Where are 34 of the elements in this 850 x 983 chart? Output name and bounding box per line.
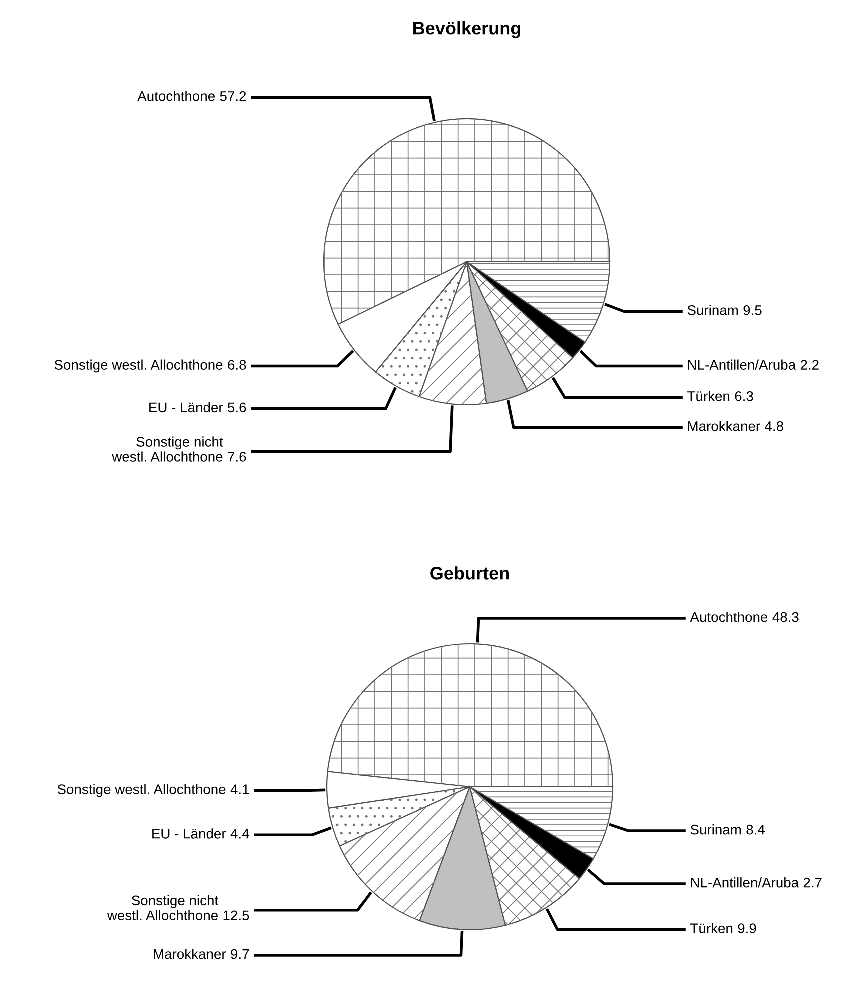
data-label: 48.3: [772, 612, 799, 622]
data-label: 12.5: [224, 910, 250, 921]
data-label: 7.6: [228, 452, 246, 462]
slice-label: Marokkaner: [688, 421, 760, 432]
slice-label: Sonstige nicht westl. Allochthone: [112, 436, 224, 462]
slice-label: Marokkaner: [154, 949, 226, 960]
slice-label: Sonstige westl. Allochthone: [54, 360, 223, 373]
slice-label: EU - Länder: [150, 402, 224, 413]
data-label: 8.4: [746, 824, 765, 835]
slice-label: Autochthone: [690, 612, 768, 622]
data-label: 6.8: [228, 360, 246, 370]
data-label: 9.9: [738, 924, 756, 934]
slice-label: NL-Antillen/Aruba: [688, 360, 796, 370]
slice-label: Surinam: [688, 305, 738, 316]
data-label: 4.8: [765, 421, 784, 432]
data-label: 57.2: [220, 91, 246, 102]
data-label: 9.7: [231, 949, 250, 960]
chart-title: Bevölkerung: [414, 22, 520, 38]
chart-title: Geburten: [430, 566, 510, 580]
slice-label: Autochthone: [138, 91, 215, 102]
slice-label: Türken: [690, 923, 733, 934]
slice-label: Türken: [688, 391, 730, 402]
slice-label: Sonstige nicht westl. Allochthone: [107, 895, 218, 921]
slice-label: NL-Antillen/Aruba: [691, 878, 800, 888]
data-label: 4.1: [230, 784, 250, 794]
slice-label: Surinam: [690, 824, 742, 835]
data-label: 2.7: [804, 878, 822, 888]
data-label: 2.2: [800, 360, 819, 370]
data-label: 5.6: [228, 402, 246, 413]
slice-label: Sonstige westl. Allochthone: [58, 784, 226, 798]
data-label: 9.5: [744, 306, 762, 316]
data-label: 6.3: [735, 391, 754, 402]
slice-label: EU - Länder: [152, 828, 226, 839]
data-label: 4.4: [230, 829, 250, 839]
